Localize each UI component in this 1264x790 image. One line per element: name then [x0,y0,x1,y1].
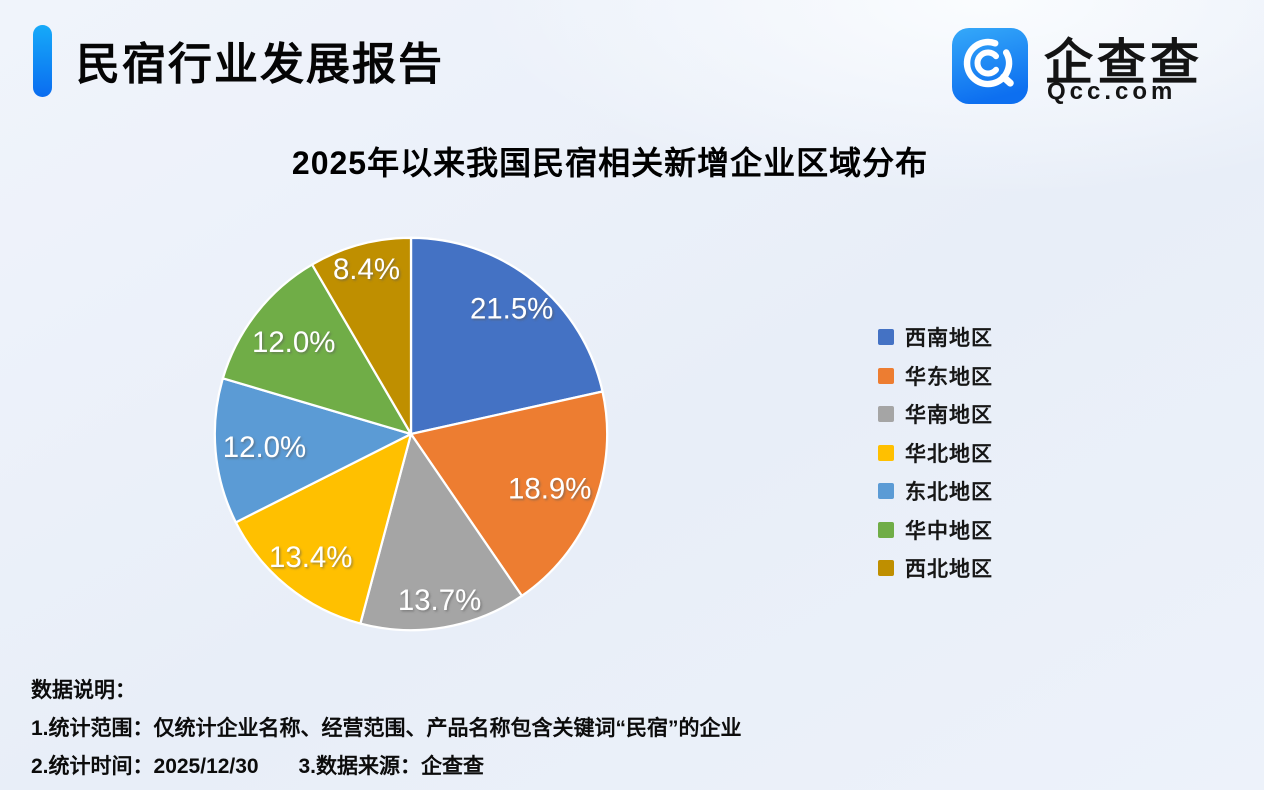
brand-name: 企查查 [1044,36,1204,90]
legend-label: 华中地区 [905,519,993,543]
pie-slice-西北地区 [310,236,413,436]
legend-swatch [878,329,894,345]
pie-label-华中地区: 12.0% [252,326,335,359]
legend-swatch [878,406,894,422]
notes-time: 2.统计时间：2025/12/30 [31,755,259,778]
legend-label: 西北地区 [905,558,993,581]
report-title: 民宿行业发展报告 [76,40,444,89]
pie-slice-华南地区 [359,432,524,632]
chart-legend: 西南地区华东地区华南地区华北地区东北地区华中地区西北地区 [878,325,993,595]
pie-slice-华东地区 [409,390,609,597]
legend-label: 西南地区 [905,327,993,350]
notes-source: 3.数据来源：企查查 [298,755,484,778]
title-accent-bar [33,25,52,97]
pie-slice-华中地区 [221,263,413,436]
pie-label-西北地区: 8.4% [333,253,400,286]
legend-item-东北地区: 东北地区 [878,479,993,504]
notes-time-source: 2.统计时间：2025/12/30 3.数据来源：企查查 [31,750,484,780]
brand-domain: Qcc.com [1047,78,1177,105]
pie-label-华北地区: 13.4% [269,541,352,574]
legend-item-华东地区: 华东地区 [878,364,993,389]
legend-swatch [878,483,894,499]
qcc-logo-icon [952,28,1028,104]
legend-label: 华北地区 [905,442,993,466]
pie-label-西南地区: 21.5% [470,292,553,325]
legend-swatch [878,444,894,461]
legend-swatch [878,367,894,384]
legend-item-西北地区: 西北地区 [878,556,993,581]
legend-item-华中地区: 华中地区 [878,518,993,543]
pie-slice-西南地区 [409,236,604,436]
notes-heading: 数据说明： [31,679,136,702]
chart-title: 2025年以来我国民宿相关新增企业区域分布 [291,145,929,181]
pie-label-华南地区: 13.7% [398,584,481,617]
pie-label-华东地区: 18.9% [508,473,591,506]
notes-scope: 1.统计范围：仅统计企业名称、经营范围、产品名称包含关键词“民宿”的企业 [31,717,742,740]
legend-item-华北地区: 华北地区 [878,441,993,466]
pie-slice-华北地区 [234,432,413,625]
legend-item-西南地区: 西南地区 [878,325,993,350]
legend-label: 华东地区 [905,365,993,389]
pie-label-东北地区: 12.0% [223,431,306,464]
legend-swatch [878,521,894,538]
legend-swatch [878,560,894,576]
qcc-logo: 企查查 Qcc.com [952,27,1242,107]
legend-label: 华南地区 [905,404,993,427]
pie-slice-东北地区 [213,377,413,524]
legend-label: 东北地区 [905,481,993,504]
legend-item-华南地区: 华南地区 [878,402,993,427]
pie-chart: 21.5% 18.9% 13.7% 13.4% 12.0% 12.0% 8.4% [205,228,617,640]
